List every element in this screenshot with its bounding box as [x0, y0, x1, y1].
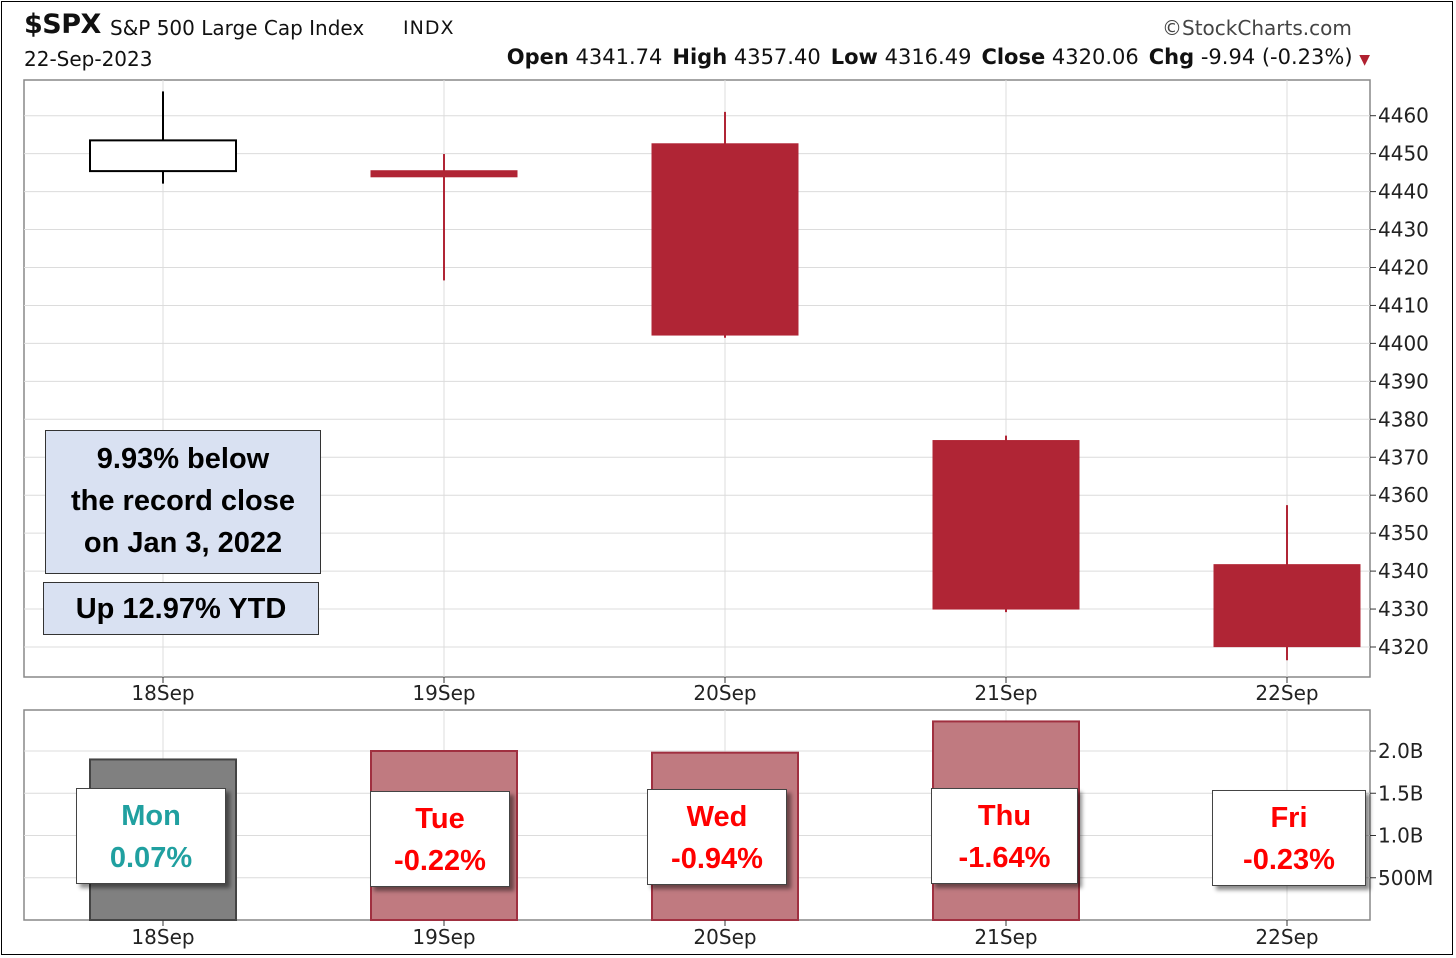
x-tick-label: 21Sep [974, 681, 1037, 705]
weekday-name: Thu [977, 800, 1032, 832]
weekday-box-thu: Thu -1.64% [931, 788, 1078, 884]
y-tick-label: 4420 [1378, 256, 1429, 280]
price-y-axis: 4320 4330 4340 4350 4360 4370 4380 4390 4400 4410… [1370, 104, 1429, 659]
record-close-note: 9.93% below the record close on Jan 3, 2… [45, 430, 321, 574]
weekday-change: 0.07% [109, 842, 193, 874]
x-tick-label: 21Sep [974, 925, 1037, 949]
weekday-box-wed: Wed -0.94% [647, 789, 787, 885]
ticker-symbol: $SPX [24, 9, 101, 40]
y-tick-label: 4340 [1378, 559, 1429, 583]
y-tick-label: 4450 [1378, 142, 1429, 166]
y-tick-label: 4440 [1378, 180, 1429, 204]
weekday-box-fri: Fri -0.23% [1212, 790, 1366, 886]
record-note-line-2: the record close [70, 485, 296, 517]
brand-watermark: ©StockCharts.com [1162, 16, 1352, 40]
x-tick-label: 22Sep [1255, 925, 1318, 949]
low-label: Low [830, 45, 878, 69]
ytd-note: Up 12.97% YTD [43, 582, 319, 635]
y-tick-label: 4350 [1378, 521, 1429, 545]
weekday-change: -0.23% [1243, 844, 1335, 876]
y-tick-label: 4410 [1378, 293, 1429, 317]
low-value: 4316.49 [884, 45, 972, 69]
weekday-change: -0.94% [671, 843, 763, 875]
y-tick-label: 1.0B [1378, 824, 1424, 848]
volume-x-axis: 18Sep 19Sep 20Sep 21Sep 22Sep [131, 920, 1319, 949]
chg-label: Chg [1148, 45, 1195, 69]
record-note-line-3: on Jan 3, 2022 [83, 527, 283, 559]
x-tick-label: 20Sep [693, 681, 756, 705]
x-tick-label: 18Sep [131, 925, 194, 949]
weekday-name: Mon [121, 800, 181, 832]
high-label: High [672, 45, 728, 69]
weekday-change: -1.64% [958, 842, 1051, 874]
weekday-box-mon: Mon 0.07% [76, 788, 226, 884]
y-tick-label: 4430 [1378, 218, 1429, 242]
candle-body [89, 139, 237, 173]
y-tick-label: 500M [1378, 866, 1433, 890]
record-note-line-1: 9.93% below [96, 443, 270, 475]
price-candles [89, 91, 1361, 661]
x-tick-label: 19Sep [412, 681, 475, 705]
y-tick-label: 4320 [1378, 635, 1429, 659]
y-tick-label: 1.5B [1378, 781, 1424, 805]
x-tick-label: 22Sep [1255, 681, 1318, 705]
price-x-axis: 18Sep 19Sep 20Sep 21Sep 22Sep [131, 677, 1319, 705]
close-label: Close [981, 45, 1046, 69]
weekday-name: Wed [686, 801, 748, 833]
exchange-label: INDX [403, 17, 455, 39]
volume-y-axis: 500M 1.0B 1.5B 2.0B [1370, 739, 1433, 890]
close-value: 4320.06 [1051, 45, 1139, 69]
x-tick-label: 18Sep [131, 681, 194, 705]
high-value: 4357.40 [733, 45, 821, 69]
y-tick-label: 4460 [1378, 104, 1429, 128]
candle-body [370, 170, 518, 178]
y-tick-label: 4400 [1378, 331, 1429, 355]
candle-body [651, 143, 799, 336]
y-tick-label: 4380 [1378, 407, 1429, 431]
ohlc-readout: Open 4341.74 High 4357.40 Low 4316.49 Cl… [507, 45, 1370, 69]
weekday-change: -0.22% [394, 845, 486, 877]
y-tick-label: 4360 [1378, 483, 1429, 507]
x-tick-label: 20Sep [693, 925, 756, 949]
index-name: S&P 500 Large Cap Index [110, 16, 365, 40]
y-tick-label: 4390 [1378, 369, 1429, 393]
weekday-name: Fri [1270, 802, 1308, 834]
chg-value: -9.94 (-0.23%) [1200, 45, 1353, 69]
down-triangle-icon: ▼ [1359, 52, 1370, 68]
candle-body [932, 440, 1080, 610]
y-tick-label: 4370 [1378, 445, 1429, 469]
open-value: 4341.74 [575, 45, 663, 69]
y-tick-label: 2.0B [1378, 739, 1424, 763]
open-label: Open [506, 45, 569, 69]
y-tick-label: 4330 [1378, 597, 1429, 621]
weekday-name: Tue [415, 803, 465, 835]
chart-date: 22-Sep-2023 [24, 47, 153, 71]
candle-body [1213, 564, 1361, 648]
weekday-box-tue: Tue -0.22% [370, 791, 510, 887]
x-tick-label: 19Sep [412, 925, 475, 949]
